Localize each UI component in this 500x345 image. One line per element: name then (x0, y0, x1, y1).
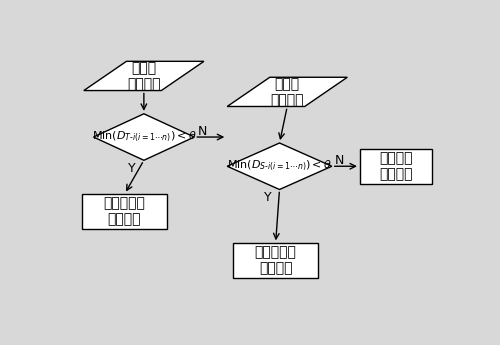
Text: Min($D_{S\text{-}i(i=1{\cdots}n)}$)$<\theta$: Min($D_{S\text{-}i(i=1{\cdots}n)}$)$<\th… (227, 159, 332, 174)
Polygon shape (227, 77, 348, 107)
Bar (233, 243, 318, 278)
Text: Min($D_{T\text{-}i(i=1{\cdots}n)}$)$<\theta$: Min($D_{T\text{-}i(i=1{\cdots}n)}$)$<\th… (92, 130, 196, 144)
Polygon shape (94, 114, 194, 160)
Text: Y: Y (264, 191, 272, 204)
Text: Y: Y (128, 162, 136, 175)
Text: N: N (335, 154, 344, 167)
Bar (82, 194, 167, 229)
Bar (360, 149, 432, 184)
Text: 补充已知
地物类型: 补充已知 地物类型 (379, 151, 412, 181)
Text: 尺度维
分类结果: 尺度维 分类结果 (270, 77, 304, 107)
Text: 接受尺度维
分类结果: 接受尺度维 分类结果 (254, 245, 296, 276)
Text: 接受时间维
分类结果: 接受时间维 分类结果 (104, 196, 146, 227)
Polygon shape (227, 143, 332, 189)
Text: 时间维
分类结果: 时间维 分类结果 (127, 61, 160, 91)
Polygon shape (84, 61, 204, 90)
Text: N: N (198, 125, 206, 138)
